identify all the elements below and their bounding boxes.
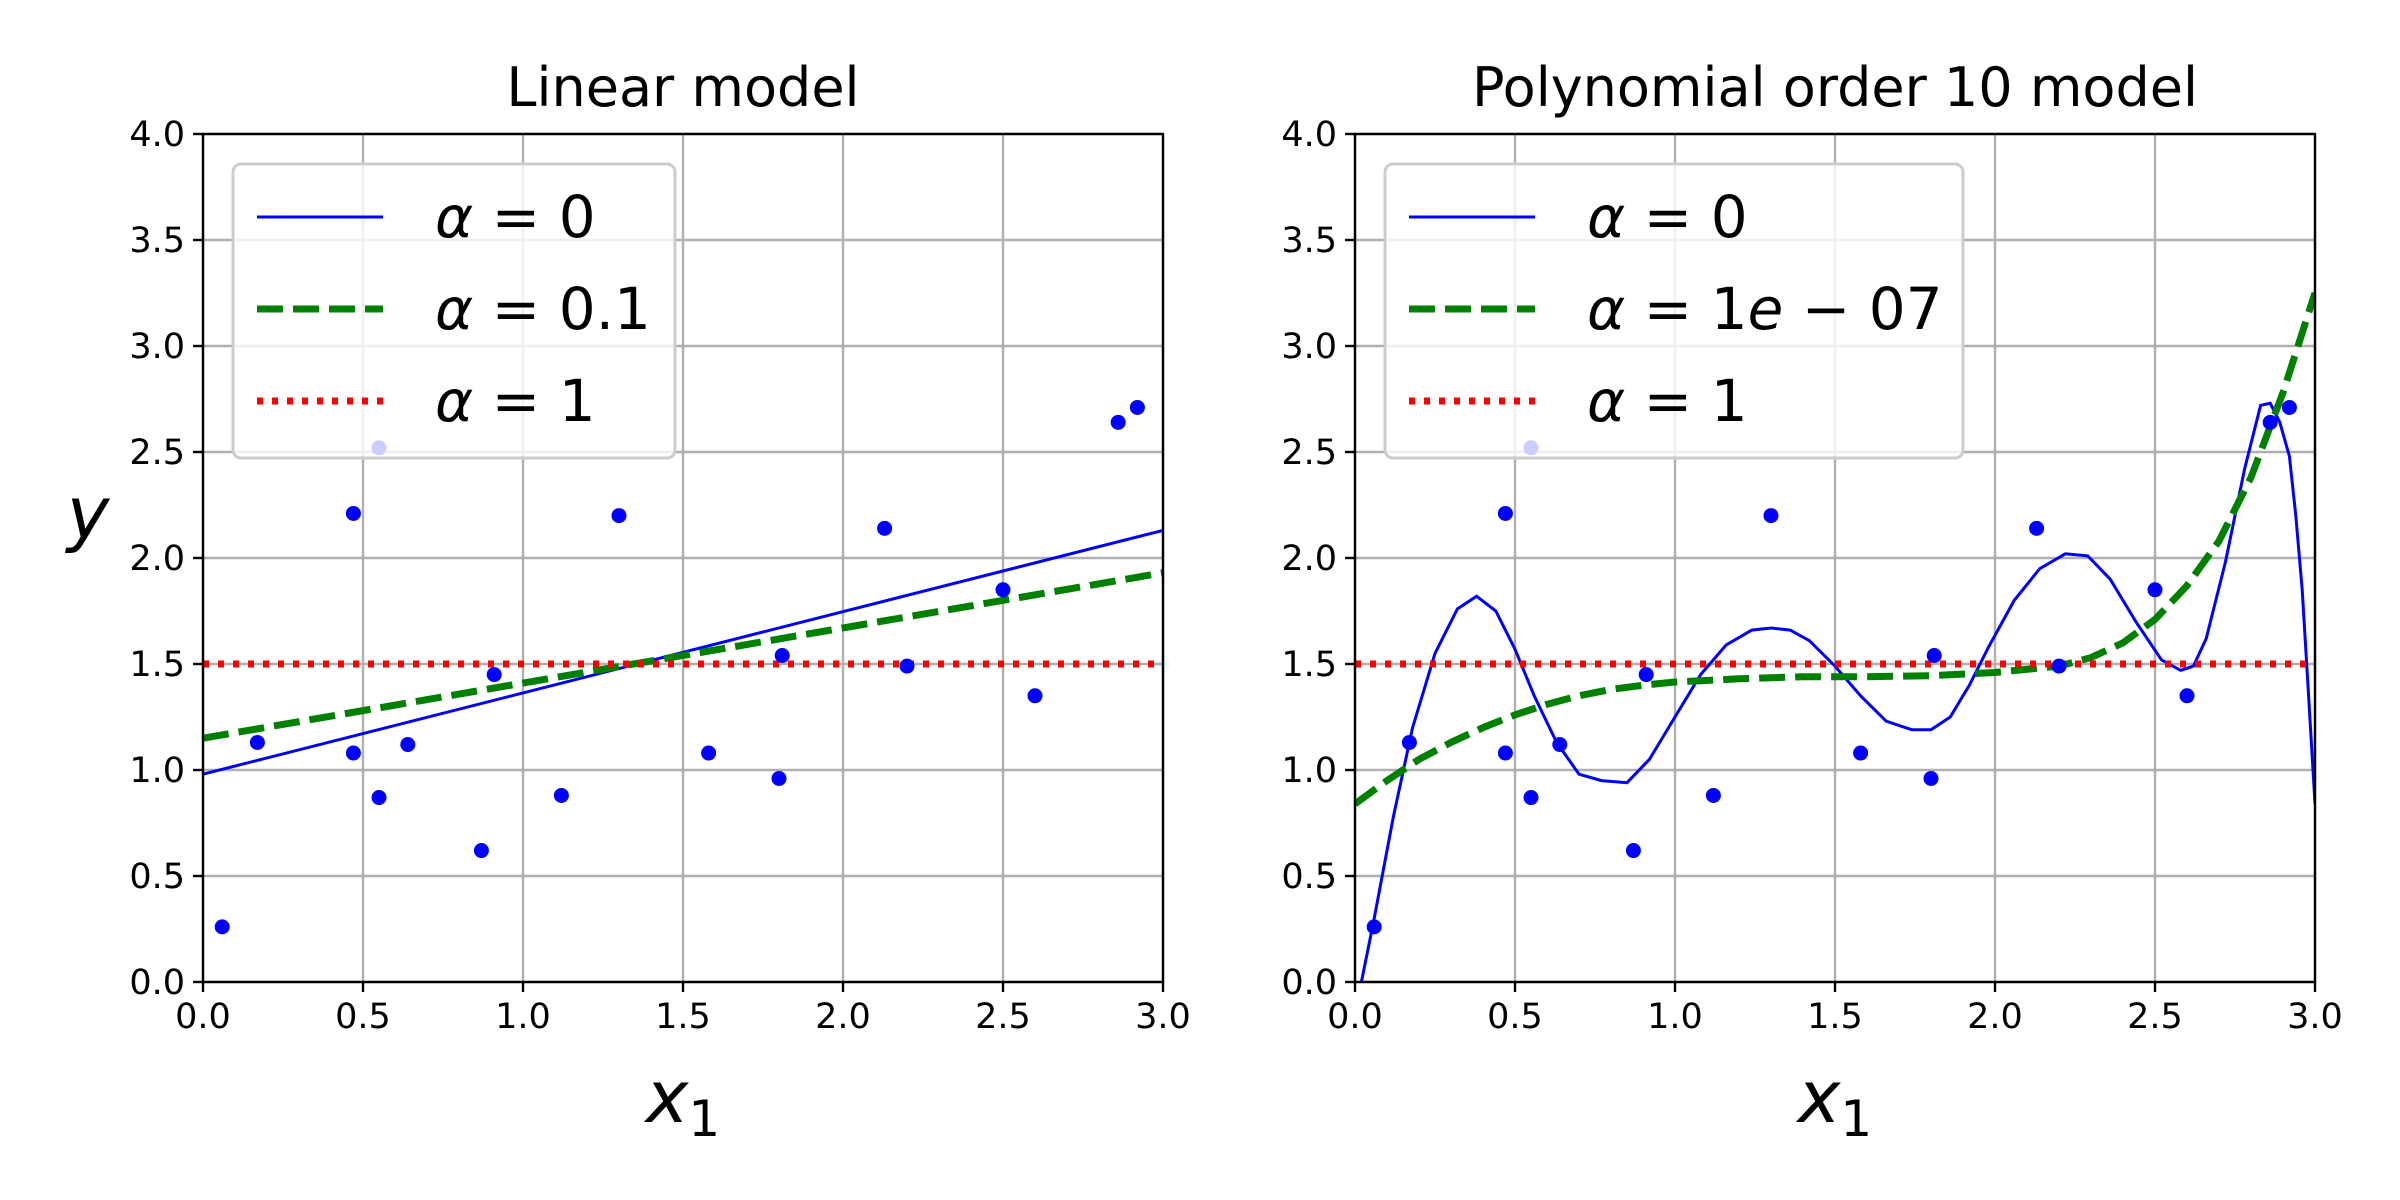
x-tick-label: 1.5 bbox=[655, 997, 711, 1037]
series-line-2 bbox=[203, 569, 1163, 742]
series-line-1 bbox=[1359, 401, 2315, 982]
data-point bbox=[1027, 688, 1043, 704]
data-point bbox=[400, 737, 416, 753]
data-point bbox=[2147, 582, 2163, 598]
legend-box bbox=[231, 162, 677, 460]
x-tick-label: 0.5 bbox=[335, 997, 391, 1037]
data-point bbox=[553, 787, 569, 803]
x-tick-label: 1.0 bbox=[1647, 997, 1703, 1037]
x-tick-label: 2.0 bbox=[815, 997, 871, 1037]
y-tick-label: 3.0 bbox=[1281, 327, 1337, 367]
data-point bbox=[1366, 919, 1382, 935]
legend-label-1: α = 0 bbox=[1587, 183, 1748, 251]
y-tick-label: 2.0 bbox=[1281, 539, 1337, 579]
data-point bbox=[771, 770, 787, 786]
data-point bbox=[1497, 505, 1513, 521]
x-tick-label: 3.0 bbox=[2287, 997, 2343, 1037]
y-tick-label: 0.0 bbox=[1281, 963, 1337, 1003]
x-tick-label: 2.5 bbox=[975, 997, 1031, 1037]
y-tick-label: 1.5 bbox=[1281, 645, 1337, 685]
data-point bbox=[611, 508, 627, 524]
y-tick-label: 1.0 bbox=[1281, 751, 1337, 791]
data-point bbox=[473, 843, 489, 859]
y-tick-label: 1.5 bbox=[129, 645, 185, 685]
chart-panel-2: 0.0 0.5 1.0 1.5 2.0 2.5 3.0 0.0 0.5 1.0 1.5 2.0 2.5 3… bbox=[1281, 56, 2343, 1148]
x-axis-label: x1 bbox=[1796, 1055, 1872, 1148]
data-point bbox=[486, 667, 502, 683]
x-tick-label: 2.5 bbox=[2127, 997, 2183, 1037]
y-tick-label: 2.0 bbox=[129, 539, 185, 579]
chart-title: Polynomial order 10 model bbox=[1472, 56, 2198, 119]
data-point bbox=[214, 919, 230, 935]
y-tick-label: 3.5 bbox=[1281, 221, 1337, 261]
data-point bbox=[345, 505, 361, 521]
data-point bbox=[1129, 399, 1145, 415]
data-point bbox=[1523, 790, 1539, 806]
data-point bbox=[1401, 734, 1417, 750]
x-axis-label: x1 bbox=[644, 1055, 720, 1148]
legend-label-2: α = 0.1 bbox=[435, 275, 651, 343]
data-point bbox=[774, 648, 790, 664]
y-tick-label: 1.0 bbox=[129, 751, 185, 791]
y-tick-label: 2.5 bbox=[129, 433, 185, 473]
data-point bbox=[1705, 787, 1721, 803]
data-point bbox=[1110, 414, 1126, 430]
legend-box bbox=[1383, 162, 1965, 460]
x-tick-label: 3.0 bbox=[1135, 997, 1191, 1037]
legend-label-3: α = 1 bbox=[435, 367, 596, 435]
legend: α = 0 α = 0.1 α = 1 bbox=[231, 162, 677, 460]
chart-title: Linear model bbox=[506, 56, 859, 119]
x-tick-label: 0.0 bbox=[1327, 997, 1383, 1037]
data-point bbox=[2281, 399, 2297, 415]
data-point bbox=[345, 745, 361, 761]
legend-label-2: α = 1e − 07 bbox=[1587, 275, 1943, 343]
y-tick-label: 0.5 bbox=[129, 857, 185, 897]
data-point bbox=[1763, 508, 1779, 524]
data-point bbox=[2179, 688, 2195, 704]
x-tick-label: 0.0 bbox=[175, 997, 231, 1037]
data-point bbox=[2051, 658, 2067, 674]
series-line-2 bbox=[1355, 291, 2315, 807]
data-point bbox=[877, 520, 893, 536]
data-point bbox=[1638, 667, 1654, 683]
data-point bbox=[899, 658, 915, 674]
x-tick-label: 2.0 bbox=[1967, 997, 2023, 1037]
y-tick-label: 4.0 bbox=[1281, 115, 1337, 155]
x-tick-label: 0.5 bbox=[1487, 997, 1543, 1037]
chart-panel-1: 0.0 0.5 1.0 1.5 2.0 2.5 3.0 0.0 0.5 1.0 1.5 2.0 2.5 3… bbox=[65, 56, 1191, 1148]
data-point bbox=[249, 734, 265, 750]
y-tick-label: 4.0 bbox=[129, 115, 185, 155]
data-point bbox=[1853, 745, 1869, 761]
y-tick-label: 0.5 bbox=[1281, 857, 1337, 897]
y-tick-label: 3.5 bbox=[129, 221, 185, 261]
data-point bbox=[1497, 745, 1513, 761]
data-point bbox=[701, 745, 717, 761]
x-tick-label: 1.5 bbox=[1807, 997, 1863, 1037]
data-point bbox=[995, 582, 1011, 598]
data-point bbox=[371, 790, 387, 806]
y-axis-label: y bbox=[65, 471, 111, 555]
x-tick-label: 1.0 bbox=[495, 997, 551, 1037]
legend-label-1: α = 0 bbox=[435, 183, 596, 251]
data-point bbox=[2262, 414, 2278, 430]
data-point bbox=[1923, 770, 1939, 786]
data-point bbox=[2029, 520, 2045, 536]
y-tick-label: 3.0 bbox=[129, 327, 185, 367]
data-point bbox=[1552, 737, 1568, 753]
legend: α = 0 α = 1e − 07 α = 1 bbox=[1383, 162, 1965, 460]
y-tick-label: 0.0 bbox=[129, 963, 185, 1003]
data-point bbox=[1926, 648, 1942, 664]
y-tick-label: 2.5 bbox=[1281, 433, 1337, 473]
data-point bbox=[1625, 843, 1641, 859]
legend-label-3: α = 1 bbox=[1587, 367, 1748, 435]
